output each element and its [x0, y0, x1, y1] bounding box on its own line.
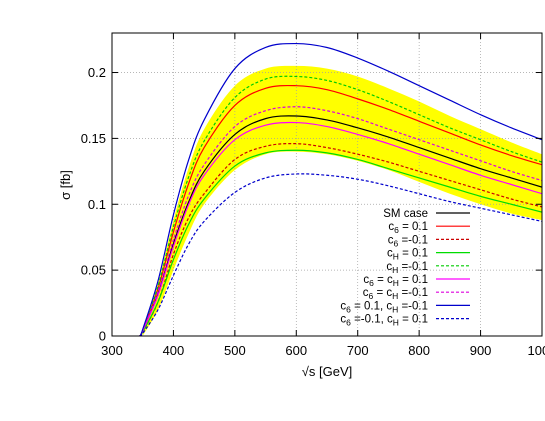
legend-label: c6​ = 0.1 — [388, 221, 428, 235]
x-tick-label: 300 — [101, 343, 123, 358]
legend-label: cH​ =-0.1 — [386, 261, 428, 275]
legend-entry-2: c6​ = 0.1 — [388, 221, 470, 235]
y-tick-label: 0.15 — [81, 131, 106, 146]
series-line-2 — [139, 84, 542, 336]
y-tick-label: 0.05 — [81, 263, 106, 278]
x-tick-label: 400 — [163, 343, 185, 358]
series-line-8 — [139, 42, 542, 336]
y-tick-label: 0.1 — [88, 197, 106, 212]
grid-layer — [112, 33, 542, 336]
legend-entry-7: c6​ = cH​ =-0.1 — [363, 287, 470, 301]
series-layer — [139, 42, 542, 336]
legend-entry-9: c6​ =-0.1, cH​ = 0.1 — [340, 314, 470, 328]
legend-entry-6: c6​ = cH​ = 0.1 — [363, 274, 470, 288]
legend-entry-8: c6​ = 0.1, cH​ =-0.1 — [340, 300, 470, 314]
legend-entry-5: cH​ =-0.1 — [386, 261, 470, 275]
series-line-1 — [139, 115, 542, 336]
y-tick-label: 0.2 — [88, 65, 106, 80]
uncertainty-band — [142, 65, 542, 336]
legend-label: cH​ = 0.1 — [387, 248, 428, 262]
y-tick-label: 0 — [99, 329, 106, 344]
series-line-7 — [139, 106, 542, 336]
legend-label: c6​ =-0.1 — [388, 234, 428, 248]
x-axis-label: √s [GeV] — [302, 364, 352, 379]
series-line-4 — [139, 149, 542, 336]
y-axis-label: σ [fb] — [58, 170, 73, 200]
legend-entry-4: cH​ = 0.1 — [387, 248, 470, 262]
series-line-3 — [139, 143, 542, 336]
legend-label: c6​ =-0.1, cH​ = 0.1 — [340, 314, 428, 328]
x-tick-label: 900 — [470, 343, 492, 358]
legend-label: c6​ = cH​ =-0.1 — [363, 287, 428, 301]
legend-label: c6​ = cH​ = 0.1 — [363, 274, 428, 288]
x-tick-label: 700 — [347, 343, 369, 358]
x-tick-label: 500 — [224, 343, 246, 358]
series-line-9 — [139, 173, 542, 336]
legend-entry-1: SM case — [383, 208, 470, 220]
legend-entry-3: c6​ =-0.1 — [388, 234, 470, 248]
series-line-6 — [139, 121, 542, 336]
series-line-5 — [139, 75, 542, 336]
plot-frame — [111, 32, 543, 337]
legend-label: SM case — [383, 208, 428, 220]
x-tick-label: 600 — [285, 343, 307, 358]
uncertainty-band-layer — [142, 65, 542, 336]
x-tick-label: 800 — [408, 343, 430, 358]
legend-label: c6​ = 0.1, cH​ =-0.1 — [340, 300, 428, 314]
